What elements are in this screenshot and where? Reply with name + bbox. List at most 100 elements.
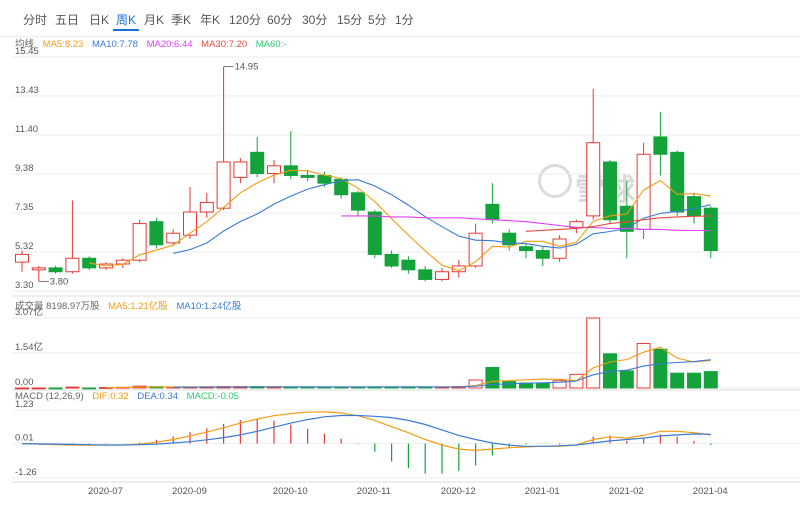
x-axis-label: 2020-12 xyxy=(441,486,476,497)
tab-0[interactable]: 分时 xyxy=(23,13,48,27)
dea-legend: DEA:0.34 xyxy=(137,391,179,402)
candle-body xyxy=(519,246,533,252)
volume-bar xyxy=(619,370,634,389)
candle-body xyxy=(300,174,315,178)
volume-bar xyxy=(82,387,97,390)
candle-body xyxy=(586,142,601,217)
volume-bar xyxy=(485,366,500,389)
tab-2[interactable]: 日K xyxy=(89,13,110,27)
candle-body xyxy=(166,232,181,244)
tab-4[interactable]: 月K xyxy=(144,13,165,27)
candle-body xyxy=(468,232,483,267)
volume-legend: 成交量 8198.97万股 MA5:1.21亿股 MA10:1.24亿股 xyxy=(15,298,247,312)
volume-bar xyxy=(48,387,63,390)
ma-line-ma5 xyxy=(89,169,711,272)
x-axis-label: 2021-04 xyxy=(693,486,728,497)
candle-body xyxy=(435,271,449,280)
ma-legend: 均线 MA5:8.23 MA10:7.78 MA20:6.44 MA30:7.2… xyxy=(15,36,292,50)
volume-bar xyxy=(65,386,80,389)
candle-body xyxy=(267,165,281,175)
macd-legend: MACD (12,26,9) DIF:0.32 DEA:0.34 MACD:-0… xyxy=(15,391,245,402)
candle-body xyxy=(703,207,718,252)
volume-bar xyxy=(586,317,601,389)
ma60-legend: MA60:- xyxy=(255,39,287,50)
candle-body xyxy=(603,161,617,221)
candle-body xyxy=(619,205,634,232)
volume-bar xyxy=(31,387,46,390)
price-tick-label: 5.32 xyxy=(15,241,34,252)
candle-body xyxy=(199,201,214,213)
tab-10[interactable]: 15分 xyxy=(337,13,363,27)
volume-bar xyxy=(703,371,718,389)
volume-tick-label: 3.07亿 xyxy=(15,306,43,318)
ma-line-ma10 xyxy=(173,179,711,254)
ma20-legend: MA20:6.44 xyxy=(146,39,193,50)
ma30-legend: MA30:7.20 xyxy=(201,39,248,50)
candle-body xyxy=(250,151,265,175)
candle-body xyxy=(15,253,29,263)
candle-body xyxy=(485,203,500,221)
volume-bar xyxy=(687,372,701,389)
tab-8[interactable]: 60分 xyxy=(267,13,293,27)
candle-body xyxy=(401,259,416,271)
volume-tick-label: 1.54亿 xyxy=(15,341,43,353)
x-axis-label: 2020-11 xyxy=(357,486,391,497)
price-tick-label: 9.38 xyxy=(15,163,34,174)
volume-bar xyxy=(535,382,550,389)
period-tabs: 分时 五日 日K 周K 月K 季K 年K 120分 60分 30分 15分 5分 1分 xyxy=(0,0,800,37)
ma-line-ma20 xyxy=(341,215,711,232)
ma-legend-title: 均线 xyxy=(15,39,35,50)
x-axis-label: 2020-10 xyxy=(273,486,308,497)
tab-9[interactable]: 30分 xyxy=(302,13,328,27)
ma-line-ma30 xyxy=(525,215,711,232)
candle-body xyxy=(418,269,433,280)
tab-12[interactable]: 1分 xyxy=(395,13,414,27)
tab-6[interactable]: 年K xyxy=(200,13,221,27)
candle-body xyxy=(317,174,332,184)
candle-body xyxy=(384,253,399,267)
macd-value-legend: MACD:-0.05 xyxy=(186,391,239,402)
volume-bar xyxy=(15,387,29,390)
volume-bar xyxy=(502,381,517,389)
x-axis-label: 2021-02 xyxy=(609,486,644,497)
dif-legend: DIF:0.32 xyxy=(92,391,129,402)
volume-bar xyxy=(670,372,685,389)
candle-body xyxy=(653,136,668,155)
candle-body xyxy=(149,221,164,246)
macd-tick-label: 0.01 xyxy=(15,432,34,443)
price-tick-label: 13.43 xyxy=(15,85,39,96)
candle-body xyxy=(183,211,197,236)
candle-body xyxy=(216,161,231,209)
tab-11[interactable]: 5分 xyxy=(368,13,387,27)
volume-bar xyxy=(653,348,668,389)
min-annotation: 3.80 xyxy=(50,276,69,287)
tab-3[interactable]: 周K xyxy=(113,10,140,31)
max-annotation: 14.95 xyxy=(235,62,259,73)
candle-body xyxy=(65,257,80,273)
tab-1[interactable]: 五日 xyxy=(55,13,80,27)
candle-body xyxy=(687,196,701,217)
macd-tick-label: -1.26 xyxy=(15,467,37,478)
candle-body xyxy=(31,267,46,271)
ma5-legend: MA5:8.23 xyxy=(42,39,84,50)
volume-ma-line-ma10 xyxy=(173,359,711,388)
candle-body xyxy=(48,267,63,273)
macd-tick-label: 1.23 xyxy=(15,399,34,410)
candle-body xyxy=(670,151,685,213)
tab-7[interactable]: 120分 xyxy=(229,13,262,27)
candle-body xyxy=(367,211,382,255)
price-tick-label: 11.40 xyxy=(15,124,38,135)
macd-dea-line xyxy=(21,414,711,447)
volume-bar xyxy=(552,380,567,389)
volume-legend-title: 成交量 8198.97万股 xyxy=(15,301,100,312)
price-tick-label: 3.30 xyxy=(15,280,34,291)
candle-body xyxy=(233,161,248,178)
candle-body xyxy=(351,192,365,211)
tab-5[interactable]: 季K xyxy=(171,13,192,27)
volume-tick-label: 0.00 xyxy=(15,377,34,388)
xueqiu-logo-icon xyxy=(538,164,572,198)
price-tick-label: 7.35 xyxy=(15,202,34,213)
vol-ma5-legend: MA5:1.21亿股 xyxy=(108,301,168,312)
